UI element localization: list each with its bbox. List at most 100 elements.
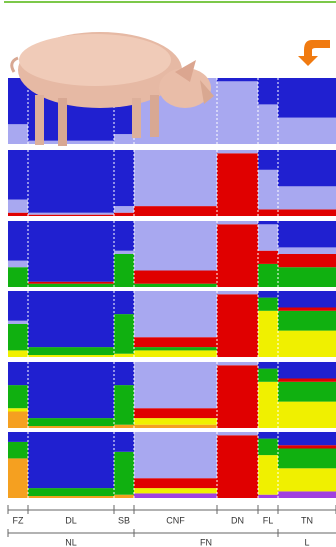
ancestry-segment [278, 186, 336, 210]
population-label: DL [65, 515, 77, 525]
ancestry-segment [278, 378, 336, 382]
ancestry-segment [278, 209, 336, 216]
ancestry-segment [217, 294, 258, 357]
ancestry-segment [217, 435, 258, 498]
ancestry-segment [134, 362, 217, 409]
ancestry-segment [258, 78, 278, 105]
ancestry-segment [258, 104, 278, 144]
ancestry-segment [8, 458, 28, 498]
ancestry-segment [8, 267, 28, 287]
ancestry-segment [114, 254, 134, 287]
ancestry-segment [217, 153, 258, 216]
ancestry-segment [134, 350, 217, 357]
ancestry-segment [114, 424, 134, 428]
ancestry-segment [8, 320, 28, 324]
ancestry-segment [258, 368, 278, 382]
ancestry-segment [217, 291, 258, 295]
ancestry-segment [8, 411, 28, 428]
ancestry-segment [28, 432, 114, 489]
ancestry-segment [278, 150, 336, 187]
ancestry-segment [134, 337, 217, 348]
population-label: DN [231, 515, 244, 525]
ancestry-segment [28, 418, 114, 427]
ancestry-segment [8, 441, 28, 459]
population-label: CNF [166, 515, 185, 525]
ancestry-segment [8, 350, 28, 357]
ancestry-segment [28, 214, 114, 216]
ancestry-segment [258, 209, 278, 216]
ancestry-segment [8, 324, 28, 351]
ancestry-segment [114, 432, 134, 452]
ancestry-segment [134, 424, 217, 428]
ancestry-segment [278, 267, 336, 287]
ancestry-segment [8, 124, 28, 144]
ancestry-segment [134, 291, 217, 338]
ancestry-segment [278, 491, 336, 498]
plots [8, 78, 336, 498]
ancestry-segment [278, 330, 336, 357]
ancestry-segment [217, 224, 258, 287]
ancestry-segment [258, 362, 278, 369]
ancestry-segment [278, 307, 336, 311]
ancestry-segment [28, 426, 114, 428]
ancestry-segment [8, 199, 28, 213]
ancestry-segment [8, 432, 28, 442]
ancestry-segment [114, 494, 134, 498]
population-label: FZ [13, 515, 24, 525]
ancestry-segment [28, 362, 114, 419]
ancestry-segment [114, 206, 134, 213]
ancestry-segment [217, 365, 258, 428]
ancestry-segment [8, 150, 28, 200]
ancestry-segment [278, 432, 336, 446]
ancestry-segment [278, 362, 336, 379]
ancestry-segment [217, 221, 258, 225]
ancestry-segment [114, 212, 134, 216]
ancestry-segment [278, 78, 336, 118]
ancestry-segment [278, 291, 336, 308]
ancestry-segment [258, 250, 278, 264]
ancestry-segment [217, 81, 258, 144]
ancestry-segment [278, 221, 336, 248]
ancestry-segment [28, 283, 114, 287]
ancestry-segment [134, 221, 217, 271]
ancestry-segment [258, 221, 278, 225]
ancestry-segment [134, 418, 217, 425]
ancestry-segment [28, 140, 114, 144]
ancestry-segment [8, 385, 28, 409]
ancestry-segment [8, 362, 28, 386]
ancestry-segment [217, 78, 258, 82]
ancestry-segment [134, 493, 217, 498]
group-label: FN [200, 537, 212, 547]
ancestry-segment [28, 355, 114, 357]
ancestry-segment [28, 281, 114, 284]
ancestry-segment [28, 347, 114, 356]
population-label: FL [263, 515, 274, 525]
ancestry-segment [278, 381, 336, 402]
ancestry-segment [8, 212, 28, 216]
population-label: TN [301, 515, 313, 525]
ancestry-segment [134, 347, 217, 351]
ancestry-segment [114, 134, 134, 144]
ancestry-segment [278, 448, 336, 469]
ancestry-segment [258, 263, 278, 287]
ancestry-segment [278, 445, 336, 449]
ancestry-segment [134, 283, 217, 287]
ancestry-segment [28, 496, 114, 498]
ancestry-segment [28, 221, 114, 282]
ancestry-segment [28, 291, 114, 348]
population-label: SB [118, 515, 130, 525]
ancestry-segment [8, 260, 28, 268]
arrow-icon [298, 40, 330, 66]
ancestry-segment [134, 206, 217, 216]
ancestry-segment [278, 468, 336, 492]
ancestry-segment [114, 314, 134, 354]
ancestry-segment [217, 432, 258, 436]
ancestry-segment [258, 169, 278, 210]
ancestry-segment [28, 150, 114, 213]
ancestry-segment [134, 478, 217, 489]
ancestry-segment [114, 385, 134, 425]
ancestry-segment [8, 221, 28, 261]
ancestry-segment [114, 291, 134, 315]
ancestry-segment [258, 438, 278, 456]
